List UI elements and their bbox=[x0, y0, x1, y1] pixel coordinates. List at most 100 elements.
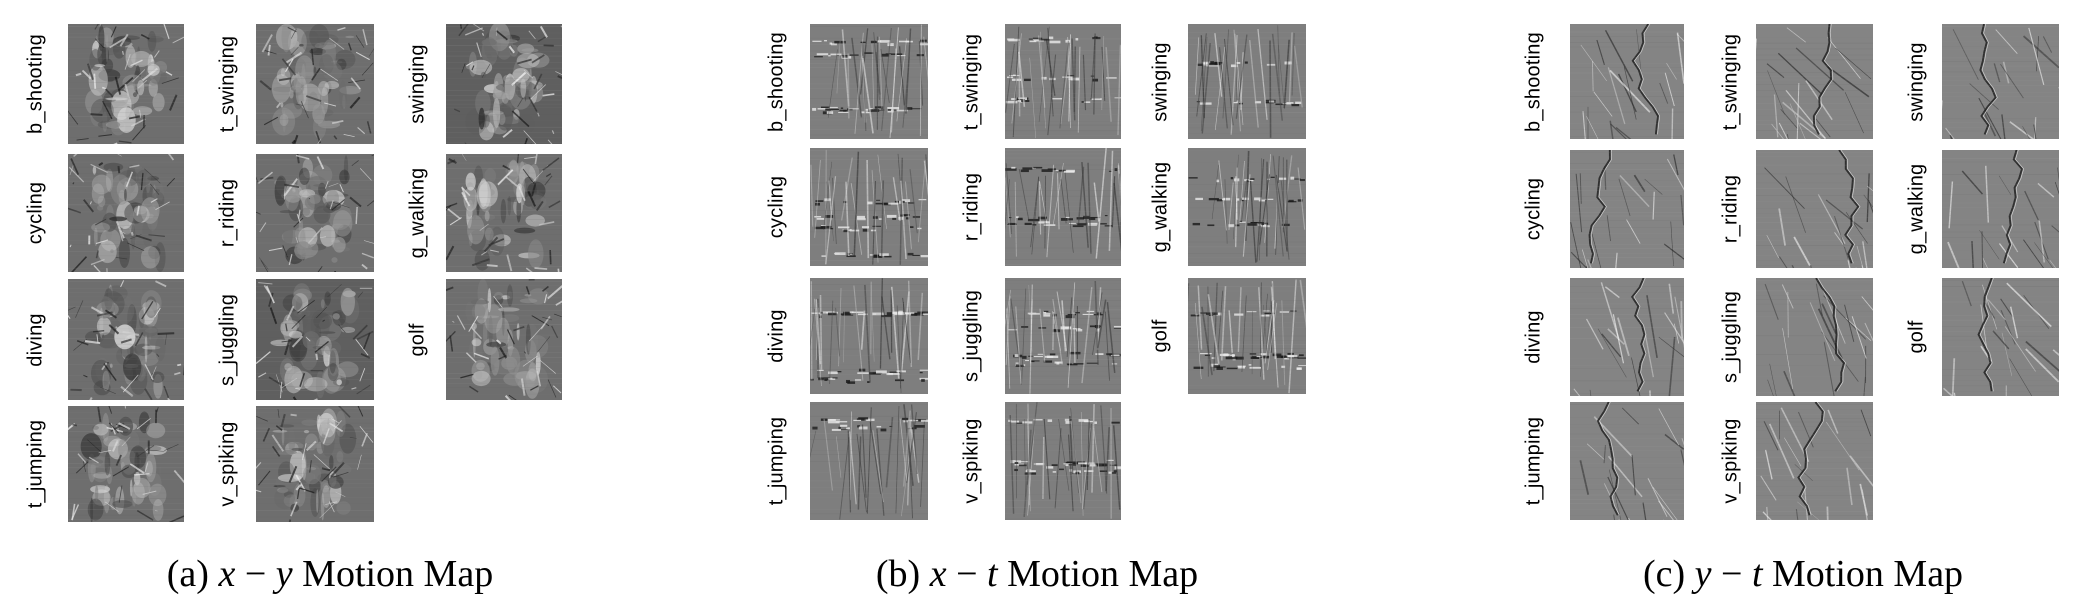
motion-map-texture bbox=[446, 154, 562, 272]
caption-math-var: t bbox=[987, 553, 998, 595]
action-label: diving bbox=[1522, 310, 1545, 364]
caption-xt: (b) x − t Motion Map bbox=[876, 552, 1198, 596]
caption-label: (a) bbox=[166, 553, 209, 595]
action-label: swinging bbox=[406, 44, 429, 124]
motion-map-texture bbox=[1570, 150, 1684, 268]
action-label: g_walking bbox=[406, 167, 429, 259]
motion-map-texture bbox=[256, 24, 374, 144]
motion-map-texture bbox=[68, 24, 184, 144]
action-label: v_spiking bbox=[216, 421, 239, 507]
motion-map-texture bbox=[68, 406, 184, 522]
motion-map-texture bbox=[446, 279, 562, 400]
caption-math-var: x bbox=[929, 553, 947, 595]
motion-map-xy-v_spiking bbox=[256, 406, 374, 522]
motion-map-yt-s_juggling bbox=[1756, 278, 1873, 396]
motion-map-texture bbox=[810, 148, 928, 266]
action-label: t_jumping bbox=[24, 419, 47, 509]
motion-map-xt-cycling bbox=[810, 148, 928, 266]
motion-map-yt-r_riding bbox=[1756, 150, 1873, 268]
action-label: s_juggling bbox=[960, 289, 983, 383]
motion-map-texture bbox=[1005, 24, 1121, 139]
motion-map-yt-golf bbox=[1942, 278, 2059, 396]
motion-map-texture bbox=[1756, 150, 1873, 268]
caption-yt: (c) y − t Motion Map bbox=[1643, 552, 1963, 596]
caption-text: Motion Map bbox=[1772, 553, 1964, 595]
motion-map-yt-t_swinging bbox=[1756, 24, 1873, 139]
caption-label: (b) bbox=[875, 553, 921, 595]
caption-math-op: − bbox=[244, 553, 267, 595]
caption-math-var: y bbox=[275, 553, 293, 595]
caption-label: (c) bbox=[1642, 553, 1686, 595]
action-label: b_shooting bbox=[765, 31, 788, 132]
motion-map-xt-golf bbox=[1188, 278, 1306, 394]
action-label: g_walking bbox=[1905, 163, 1928, 255]
motion-map-texture bbox=[1942, 150, 2059, 268]
motion-map-texture bbox=[1756, 402, 1873, 520]
motion-map-xy-g_walking bbox=[446, 154, 562, 272]
action-label: swinging bbox=[1905, 41, 1928, 122]
action-label: r_riding bbox=[1719, 174, 1742, 244]
action-label: v_spiking bbox=[1719, 418, 1742, 504]
motion-map-yt-b_shooting bbox=[1570, 24, 1684, 139]
motion-map-texture bbox=[68, 279, 184, 400]
action-label: t_jumping bbox=[765, 416, 788, 506]
motion-map-texture bbox=[256, 406, 374, 522]
motion-map-yt-v_spiking bbox=[1756, 402, 1873, 520]
action-label: cycling bbox=[24, 181, 47, 245]
caption-text: Motion Map bbox=[302, 553, 494, 595]
motion-map-xy-t_swinging bbox=[256, 24, 374, 144]
motion-map-texture bbox=[256, 154, 374, 272]
motion-map-texture bbox=[810, 24, 928, 139]
motion-map-texture bbox=[68, 154, 184, 272]
motion-map-xt-r_riding bbox=[1005, 148, 1121, 266]
motion-map-texture bbox=[1942, 24, 2059, 139]
motion-map-texture bbox=[1005, 402, 1121, 520]
motion-map-xy-diving bbox=[68, 279, 184, 400]
motion-map-texture bbox=[810, 278, 928, 394]
action-label: swinging bbox=[1149, 41, 1172, 122]
motion-map-texture bbox=[1188, 278, 1306, 394]
caption-xy: (a) x − y Motion Map bbox=[167, 552, 493, 596]
motion-map-texture bbox=[446, 24, 562, 144]
motion-map-xy-b_shooting bbox=[68, 24, 184, 144]
motion-map-texture bbox=[1188, 24, 1306, 139]
motion-map-texture bbox=[1005, 148, 1121, 266]
motion-map-xy-cycling bbox=[68, 154, 184, 272]
motion-map-texture bbox=[1005, 278, 1121, 394]
motion-map-yt-diving bbox=[1570, 278, 1684, 396]
motion-map-xt-v_spiking bbox=[1005, 402, 1121, 520]
action-label: t_swinging bbox=[216, 35, 239, 133]
motion-map-texture bbox=[1942, 278, 2059, 396]
motion-map-texture bbox=[1570, 402, 1684, 520]
caption-math-var: t bbox=[1751, 553, 1763, 595]
motion-map-xt-t_swinging bbox=[1005, 24, 1121, 139]
action-label: cycling bbox=[765, 175, 788, 239]
motion-map-yt-cycling bbox=[1570, 150, 1684, 268]
motion-map-texture bbox=[1756, 278, 1873, 396]
action-label: b_shooting bbox=[24, 34, 47, 134]
action-label: t_swinging bbox=[1719, 33, 1742, 130]
action-label: s_juggling bbox=[216, 293, 239, 386]
action-label: diving bbox=[765, 309, 788, 363]
motion-map-texture bbox=[1570, 24, 1684, 139]
action-label: t_jumping bbox=[1522, 416, 1545, 506]
action-label: golf bbox=[1905, 320, 1928, 354]
motion-map-texture bbox=[1756, 24, 1873, 139]
action-label: r_riding bbox=[960, 172, 983, 242]
action-label: v_spiking bbox=[960, 418, 983, 504]
motion-map-xy-t_jumping bbox=[68, 406, 184, 522]
motion-map-texture bbox=[810, 402, 928, 520]
action-label: t_swinging bbox=[960, 33, 983, 130]
motion-map-xt-swinging bbox=[1188, 24, 1306, 139]
motion-map-xy-golf bbox=[446, 279, 562, 400]
caption-math-op: − bbox=[1721, 553, 1743, 595]
motion-map-xt-t_jumping bbox=[810, 402, 928, 520]
action-label: golf bbox=[1149, 319, 1172, 353]
motion-map-xt-s_juggling bbox=[1005, 278, 1121, 394]
action-label: g_walking bbox=[1149, 161, 1172, 253]
motion-map-xy-r_riding bbox=[256, 154, 374, 272]
caption-math-var: y bbox=[1694, 553, 1712, 595]
motion-map-yt-swinging bbox=[1942, 24, 2059, 139]
caption-text: Motion Map bbox=[1007, 553, 1199, 595]
motion-map-xy-s_juggling bbox=[256, 279, 374, 400]
